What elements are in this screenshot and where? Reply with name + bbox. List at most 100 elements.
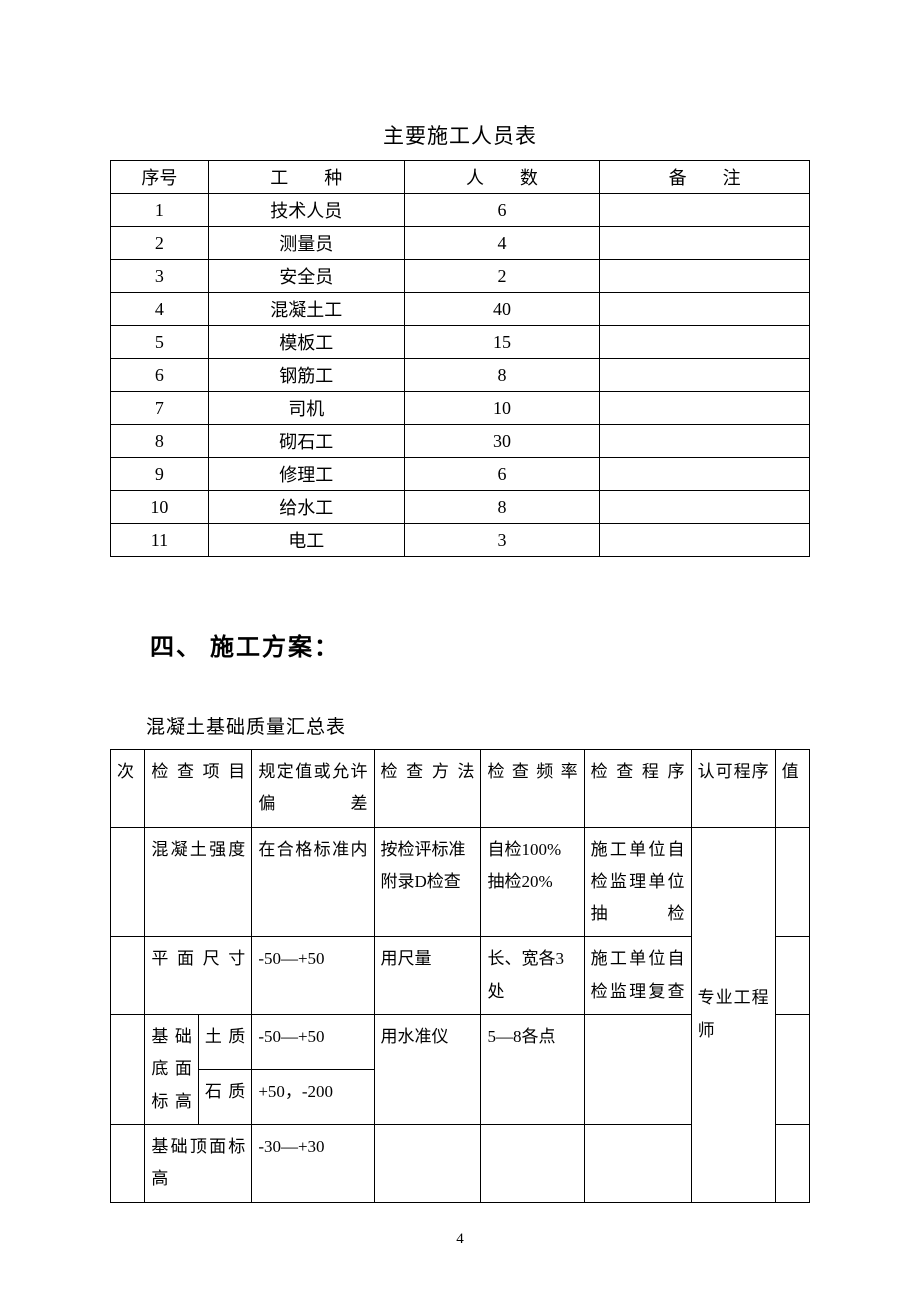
table-cell: 40	[404, 293, 600, 326]
page-number: 4	[110, 1231, 810, 1248]
table-cell	[600, 326, 810, 359]
col-count: 人 数	[404, 161, 600, 194]
table-cell: 技术人员	[208, 194, 404, 227]
cell-value	[775, 827, 809, 937]
cell-freq: 自检100%抽检20%	[481, 827, 584, 937]
cell-item-group: 基础底面标高	[145, 1015, 198, 1125]
table-cell: 钢筋工	[208, 359, 404, 392]
cell-spec: -50—+50	[252, 937, 374, 1015]
table-cell: 10	[404, 392, 600, 425]
cell-seq	[111, 937, 145, 1015]
table-cell	[600, 458, 810, 491]
table-cell	[600, 194, 810, 227]
table-row: 4混凝土工40	[111, 293, 810, 326]
table-row: 8砌石工30	[111, 425, 810, 458]
table-cell: 修理工	[208, 458, 404, 491]
cell-spec: +50，-200	[252, 1070, 374, 1125]
table-cell: 4	[111, 293, 209, 326]
col-seq: 序号	[111, 161, 209, 194]
table-row: 2测量员4	[111, 227, 810, 260]
table-cell: 8	[111, 425, 209, 458]
table-row: 5模板工15	[111, 326, 810, 359]
cell-value	[775, 1124, 809, 1202]
table-cell: 8	[404, 359, 600, 392]
table-cell	[600, 227, 810, 260]
cell-seq	[111, 1015, 145, 1125]
table-cell: 8	[404, 491, 600, 524]
cell-item: 混凝土强度	[145, 827, 252, 937]
table-header-row: 次 检查项目 规定值或允许偏差 检查方法 检查频率 检查程序 认可程序 值	[111, 750, 810, 828]
table-header-row: 序号 工 种 人 数 备 注	[111, 161, 810, 194]
cell-spec: 在合格标准内	[252, 827, 374, 937]
col-remark: 备 注	[600, 161, 810, 194]
cell-method: 用水准仪	[374, 1015, 481, 1125]
cell-approve: 专业工程师	[691, 827, 775, 1202]
cell-method: 按检评标准附录D检查	[374, 827, 481, 937]
cell-sub: 石质	[198, 1070, 251, 1125]
cell-value	[775, 937, 809, 1015]
cell-spec: -30—+30	[252, 1124, 374, 1202]
section-heading: 四、 施工方案：	[150, 627, 810, 662]
table-cell	[600, 491, 810, 524]
cell-proc	[584, 1124, 691, 1202]
hdr-seq: 次	[111, 750, 145, 828]
personnel-table: 序号 工 种 人 数 备 注 1技术人员62测量员43安全员24混凝土工405模…	[110, 160, 810, 557]
cell-method	[374, 1124, 481, 1202]
table-cell: 2	[404, 260, 600, 293]
table-row: 7司机10	[111, 392, 810, 425]
cell-item: 平面尺寸	[145, 937, 252, 1015]
table-cell: 司机	[208, 392, 404, 425]
table-row: 6钢筋工8	[111, 359, 810, 392]
table-cell: 电工	[208, 524, 404, 557]
cell-sub: 土质	[198, 1015, 251, 1070]
table-row: 混凝土强度 在合格标准内 按检评标准附录D检查 自检100%抽检20% 施工单位…	[111, 827, 810, 937]
cell-proc: 施工单位自检监理单位抽检	[584, 827, 691, 937]
table-cell: 安全员	[208, 260, 404, 293]
cell-proc	[584, 1015, 691, 1125]
cell-proc: 施工单位自检监理复查	[584, 937, 691, 1015]
table-cell: 10	[111, 491, 209, 524]
cell-freq: 长、宽各3处	[481, 937, 584, 1015]
table-cell: 3	[404, 524, 600, 557]
table-row: 9修理工6	[111, 458, 810, 491]
table-cell: 混凝土工	[208, 293, 404, 326]
table-cell: 15	[404, 326, 600, 359]
table-cell: 7	[111, 392, 209, 425]
table-cell	[600, 359, 810, 392]
table-cell: 1	[111, 194, 209, 227]
hdr-approve: 认可程序	[691, 750, 775, 828]
cell-spec: -50—+50	[252, 1015, 374, 1070]
table-cell: 6	[111, 359, 209, 392]
hdr-spec: 规定值或允许偏差	[252, 750, 374, 828]
cell-seq	[111, 1124, 145, 1202]
table-cell: 2	[111, 227, 209, 260]
table-cell: 11	[111, 524, 209, 557]
quality-table: 次 检查项目 规定值或允许偏差 检查方法 检查频率 检查程序 认可程序 值 混凝…	[110, 749, 810, 1203]
table-cell: 测量员	[208, 227, 404, 260]
hdr-item: 检查项目	[145, 750, 252, 828]
table-cell: 砌石工	[208, 425, 404, 458]
table-cell	[600, 293, 810, 326]
table-cell: 30	[404, 425, 600, 458]
hdr-method: 检查方法	[374, 750, 481, 828]
hdr-freq: 检查频率	[481, 750, 584, 828]
table-cell: 4	[404, 227, 600, 260]
cell-value	[775, 1015, 809, 1125]
cell-freq: 5—8各点	[481, 1015, 584, 1125]
table-row: 11电工3	[111, 524, 810, 557]
quality-table-title: 混凝土基础质量汇总表	[146, 712, 810, 739]
table-cell: 5	[111, 326, 209, 359]
table-cell	[600, 425, 810, 458]
table-cell: 3	[111, 260, 209, 293]
table-cell: 9	[111, 458, 209, 491]
cell-seq	[111, 827, 145, 937]
table-cell	[600, 524, 810, 557]
table-cell: 6	[404, 458, 600, 491]
table-cell	[600, 392, 810, 425]
table-cell: 6	[404, 194, 600, 227]
hdr-value: 值	[775, 750, 809, 828]
cell-item: 基础顶面标高	[145, 1124, 252, 1202]
table-row: 1技术人员6	[111, 194, 810, 227]
col-type: 工 种	[208, 161, 404, 194]
table-row: 3安全员2	[111, 260, 810, 293]
